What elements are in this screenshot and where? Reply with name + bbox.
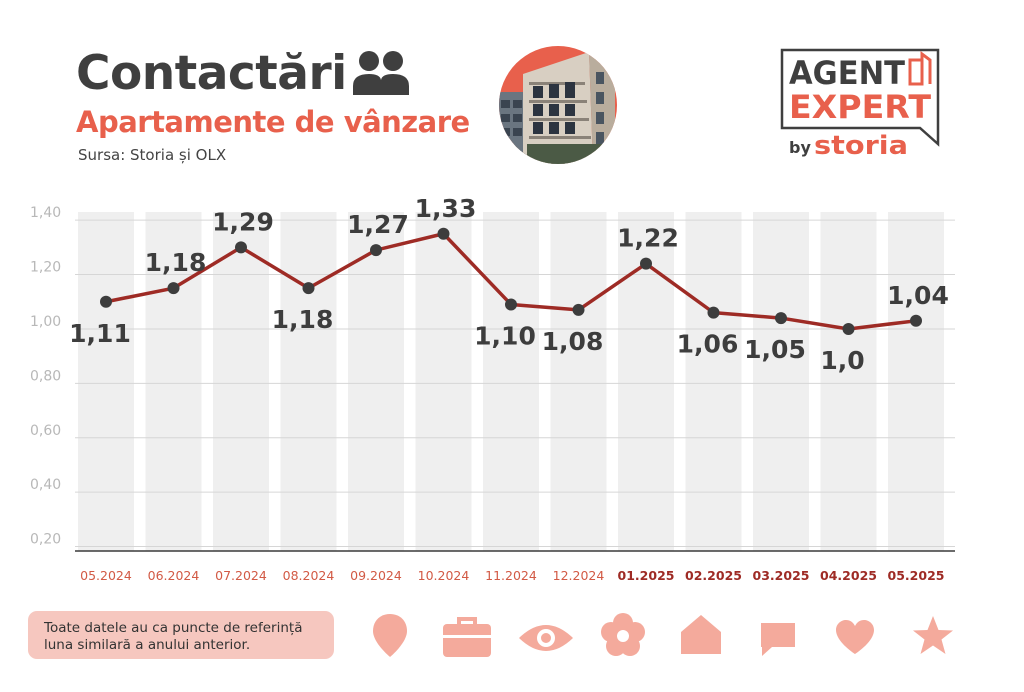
- flower-icon: [600, 612, 646, 662]
- logo-line-1: AGENT: [789, 54, 905, 92]
- data-point: [235, 241, 247, 254]
- data-point: [100, 295, 112, 308]
- band-10.2024: [415, 212, 472, 551]
- x-tick-label: 12.2024: [553, 568, 605, 583]
- y-tick-label: 0,40: [30, 477, 61, 493]
- reference-note: Toate datele au ca puncte de referință l…: [28, 611, 334, 659]
- logo-by: by: [789, 138, 811, 157]
- y-tick-label: 0,80: [30, 368, 61, 384]
- x-tick-label: 02.2025: [685, 568, 742, 583]
- y-tick-label: 1,20: [30, 260, 61, 276]
- x-tick-label: 05.2025: [888, 568, 945, 583]
- band-09.2024: [348, 212, 404, 551]
- data-point: [302, 282, 315, 295]
- note-line-2: luna similară a anului anterior.: [44, 637, 251, 653]
- band-05.2024: [78, 212, 134, 551]
- data-label: 1,29: [212, 207, 274, 236]
- data-label: 1,18: [272, 305, 334, 334]
- x-tick-label: 04.2025: [820, 568, 877, 583]
- eye-icon: [517, 620, 575, 660]
- x-tick-label: 01.2025: [618, 568, 675, 583]
- data-point: [842, 322, 855, 335]
- heart-icon: [834, 618, 876, 660]
- data-label: 1,0: [820, 346, 864, 375]
- data-point: [437, 227, 450, 240]
- line-chart: 0,20 0,40 0,60 0,80 1,00 1,20 1,40 05.2024 06.2…: [30, 194, 955, 583]
- band-05.2025: [888, 212, 944, 551]
- data-label: 1,04: [887, 281, 949, 310]
- data-label: 1,33: [415, 194, 477, 223]
- band-08.2024: [280, 212, 337, 551]
- data-point: [370, 244, 382, 257]
- chat-bubble-icon: [758, 620, 798, 664]
- agent-expert-logo: AGENT EXPERT by storia: [780, 48, 942, 164]
- band-06.2024: [145, 212, 202, 551]
- data-point: [910, 314, 922, 327]
- location-pin-icon: [371, 612, 409, 662]
- data-label: 1,08: [542, 327, 604, 356]
- data-point: [167, 282, 180, 295]
- band-11.2024: [483, 212, 539, 551]
- page-title: Contactări: [76, 46, 347, 101]
- y-tick-label: 0,20: [30, 532, 61, 548]
- x-tick-label: 09.2024: [350, 568, 402, 583]
- home-icon: [679, 612, 723, 660]
- x-tick-label: 06.2024: [148, 568, 200, 583]
- band-03.2025: [753, 212, 809, 551]
- data-label: 1,18: [145, 248, 207, 277]
- note-line-1: Toate datele au ca puncte de referință: [44, 620, 303, 636]
- y-tick-label: 1,40: [30, 205, 61, 221]
- building-logo-icon: [908, 51, 932, 86]
- data-point: [707, 306, 720, 319]
- logo-brand: storia: [814, 131, 908, 160]
- page-subtitle: Apartamente de vânzare: [76, 105, 470, 139]
- data-label: 1,22: [617, 224, 679, 253]
- band-04.2025: [820, 212, 877, 551]
- y-tick-label: 0,60: [30, 423, 61, 439]
- x-tick-label: 03.2025: [753, 568, 810, 583]
- data-point: [572, 303, 585, 316]
- data-point: [505, 298, 517, 311]
- building-image: [497, 44, 619, 170]
- data-label: 1,06: [677, 330, 739, 359]
- data-point: [775, 312, 787, 325]
- data-label: 1,11: [69, 319, 131, 348]
- x-tick-label: 05.2024: [80, 568, 132, 583]
- data-label: 1,10: [474, 321, 536, 350]
- y-tick-label: 1,00: [30, 314, 61, 330]
- star-icon: [911, 614, 955, 662]
- data-point: [640, 257, 652, 270]
- x-tick-label: 07.2024: [215, 568, 267, 583]
- data-label: 1,27: [347, 210, 409, 239]
- logo-line-2: EXPERT: [789, 88, 931, 126]
- x-tick-label: 10.2024: [418, 568, 470, 583]
- band-07.2024: [213, 212, 269, 551]
- briefcase-icon: [442, 616, 492, 662]
- band-02.2025: [685, 212, 742, 551]
- band-12.2024: [550, 212, 607, 551]
- users-icon: [352, 50, 410, 100]
- x-tick-label: 11.2024: [485, 568, 537, 583]
- x-tick-label: 08.2024: [283, 568, 335, 583]
- source-text: Sursa: Storia și OLX: [78, 146, 227, 164]
- data-label: 1,05: [744, 335, 806, 364]
